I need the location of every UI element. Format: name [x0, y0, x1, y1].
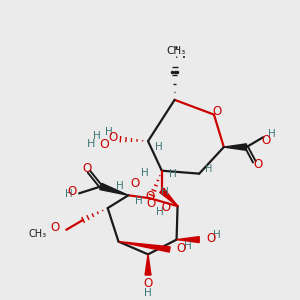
Text: O: O — [50, 221, 59, 234]
Text: O: O — [177, 242, 186, 255]
Text: O: O — [212, 105, 222, 118]
Text: H: H — [206, 164, 213, 174]
Text: CH₃: CH₃ — [166, 46, 185, 56]
Text: H: H — [141, 168, 149, 178]
Text: O: O — [254, 158, 263, 171]
Text: H: H — [93, 131, 101, 141]
Text: H: H — [161, 188, 169, 197]
Text: H: H — [105, 127, 112, 137]
Text: H: H — [155, 142, 163, 152]
Text: H: H — [169, 169, 176, 178]
Text: O: O — [143, 278, 153, 290]
Text: O: O — [146, 197, 156, 210]
Text: H: H — [268, 129, 276, 139]
Text: O: O — [146, 190, 154, 203]
Polygon shape — [100, 183, 128, 195]
Text: H: H — [144, 288, 152, 298]
Text: O: O — [261, 134, 271, 147]
Polygon shape — [118, 242, 170, 252]
Polygon shape — [177, 237, 199, 243]
Polygon shape — [224, 144, 247, 150]
Text: H: H — [65, 189, 73, 199]
Text: O: O — [82, 162, 91, 175]
Polygon shape — [160, 188, 178, 206]
Text: CH₃: CH₃ — [28, 229, 46, 239]
Text: H: H — [116, 182, 123, 191]
Text: H: H — [184, 241, 192, 250]
Text: •: • — [182, 56, 187, 62]
Text: H: H — [213, 230, 221, 240]
Text: H: H — [87, 139, 95, 149]
Text: O: O — [130, 177, 139, 190]
Text: •: • — [174, 44, 178, 53]
Text: H: H — [135, 196, 143, 206]
Text: O: O — [108, 131, 118, 144]
Text: H: H — [156, 207, 164, 217]
Text: .O: .O — [159, 201, 172, 214]
Text: O: O — [206, 232, 215, 245]
Text: O: O — [99, 138, 109, 151]
Text: •: • — [174, 55, 177, 59]
Polygon shape — [145, 254, 151, 275]
Text: O: O — [67, 185, 76, 198]
